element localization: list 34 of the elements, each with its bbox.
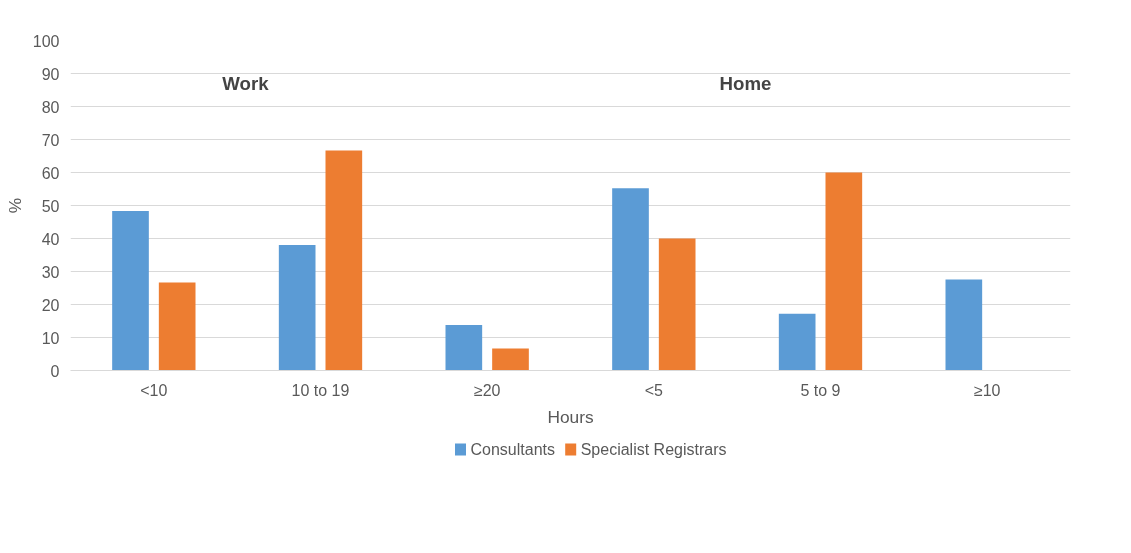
x-tick-label: 10 to 19	[291, 381, 350, 399]
y-axis-title: %	[4, 197, 25, 214]
y-tick-label: 30	[41, 263, 60, 281]
bar	[158, 282, 196, 371]
y-tick-label: 90	[41, 65, 60, 83]
bar	[112, 211, 149, 371]
bar	[945, 279, 983, 371]
bar	[825, 172, 863, 371]
y-tick-label: 40	[41, 230, 60, 248]
y-tick-label: 80	[41, 98, 60, 116]
bar	[445, 324, 483, 371]
annotation: Work	[222, 72, 270, 94]
x-tick-label: <10	[140, 381, 168, 399]
y-tick-label: 50	[41, 197, 60, 215]
bar	[612, 188, 649, 371]
x-tick-label: 5 to 9	[800, 381, 841, 399]
bar	[778, 313, 816, 371]
y-tick-label: 10	[41, 329, 60, 347]
bar	[278, 245, 316, 371]
bar	[492, 348, 529, 371]
y-tick-label: 100	[32, 32, 60, 50]
legend-label: Consultants	[470, 441, 555, 458]
bar	[325, 150, 363, 371]
y-tick-label: 20	[41, 296, 60, 314]
x-tick-label: ≥20	[473, 381, 501, 399]
x-tick-label: <5	[644, 381, 664, 399]
y-tick-label: 70	[41, 131, 60, 149]
x-axis-title: Hours	[547, 406, 594, 427]
bar	[658, 238, 696, 371]
legend-label: Specialist Registrars	[580, 441, 727, 458]
y-tick-label: 60	[41, 164, 60, 182]
y-tick-label: 0	[50, 362, 60, 380]
annotation: Home	[719, 72, 772, 94]
x-tick-label: ≥10	[973, 381, 1001, 399]
